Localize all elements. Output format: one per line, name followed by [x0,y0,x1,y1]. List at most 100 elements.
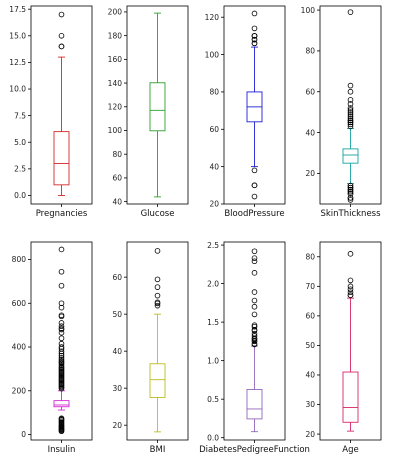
outlier-skinthickness [347,101,354,107]
outlier-bmi [154,292,161,299]
outlier-diabetespedigreefunction [251,270,258,276]
y-tick-label-pregnancies: 7.5 [14,111,26,120]
outlier-diabetespedigreefunction [251,255,258,261]
outlier-age [347,286,354,293]
y-tick-label-age: 20 [305,430,315,439]
y-tick-label-glucose: 40 [112,197,122,206]
panel-age: 20 30 40 50 60 70 80 Age [305,241,382,455]
x-label-pregnancies: Pregnancies [36,209,88,219]
outlier-skinthickness [347,113,354,120]
y-tick-label-bloodpressure: 40 [209,162,219,171]
outlier-skinthickness [347,88,354,95]
box-diabetespedigreefunction [246,389,263,420]
x-label-bloodpressure: BloodPressure [224,209,284,219]
x-label-age: Age [342,445,358,455]
outlier-bmi [154,276,161,283]
panel-insulin: 0 200 400 600 800 Insulin [12,241,93,455]
y-tick-label-glucose: 180 [108,31,123,40]
y-tick-label-insulin: 0 [21,430,26,439]
outlier-insulin [58,246,65,253]
outlier-age [347,251,354,257]
y-tick-label-pregnancies: 2.5 [14,165,26,174]
outlier-insulin [58,362,65,368]
panel-diabetespedigreefunction: 0.0 0.5 1.0 1.5 2.0 2.5 DiabetesPedigreeFuncti… [199,241,310,455]
outlier-diabetespedigreefunction [251,311,258,318]
y-tick-label-pregnancies: 5.0 [14,138,26,147]
y-tick-label-pregnancies: 12.5 [9,58,26,67]
outlier-bloodpressure [251,36,258,43]
y-tick-label-skinthickness: 100 [301,6,316,15]
outlier-diabetespedigreefunction [251,323,258,330]
outlier-skinthickness [347,121,354,128]
y-tick-label-glucose: 160 [108,55,123,64]
outlier-skinthickness [347,190,354,197]
y-tick-label-bloodpressure: 60 [209,125,219,134]
outlier-insulin [58,348,65,355]
y-tick-label-glucose: 200 [108,8,123,17]
outlier-pregnancies [58,11,65,18]
outlier-skinthickness [347,105,354,111]
outlier-skinthickness [347,197,354,203]
outlier-pregnancies [58,33,65,39]
outlier-insulin [58,312,65,319]
outlier-bloodpressure [251,167,258,174]
panel-bmi: 20 30 40 50 60 BMI [112,241,189,455]
y-tick-label-pregnancies: 10.0 [9,85,26,94]
outlier-skinthickness [347,123,354,130]
outlier-diabetespedigreefunction [251,322,258,329]
outlier-insulin [58,325,65,332]
outlier-skinthickness [347,82,354,89]
y-tick-label-pregnancies: 15.0 [9,32,26,41]
y-tick-label-age: 40 [305,371,315,380]
box-age [342,371,359,423]
outlier-insulin [58,335,65,342]
outlier-skinthickness [347,119,354,126]
y-tick-label-insulin: 200 [12,386,27,395]
y-tick-label-pregnancies: 0.0 [14,191,26,200]
panel-glucose: 40 60 80 100 120 140 160 180 200 Glucose [108,5,189,219]
y-tick-label-pregnancies: 17.5 [9,5,26,14]
outlier-skinthickness [347,117,354,124]
x-label-bmi: BMI [150,445,166,455]
y-tick-label-glucose: 60 [112,174,122,183]
outlier-bloodpressure [251,10,258,17]
outlier-insulin [58,304,65,311]
panel-pregnancies: 0.0 2.5 5.0 7.5 10.0 12.5 15.0 17.5 Pregnancies [9,5,93,219]
y-tick-label-glucose: 140 [108,79,123,88]
y-tick-label-skinthickness: 60 [305,87,315,96]
outlier-age [347,292,354,298]
y-tick-label-diabetespedigreefunction: 1.5 [207,318,219,327]
outlier-skinthickness [347,115,354,122]
y-tick-label-insulin: 600 [12,299,27,308]
outlier-bloodpressure [251,40,258,47]
outlier-diabetespedigreefunction [251,289,258,295]
outlier-age [347,283,354,290]
outlier-age [347,277,354,284]
y-tick-label-skinthickness: 80 [305,47,315,56]
y-tick-label-bloodpressure: 80 [209,88,219,97]
y-tick-label-age: 60 [305,312,315,321]
panel-bloodpressure: 20 40 60 80 100 120 BloodPressure [205,5,286,219]
outlier-insulin [58,329,65,336]
y-tick-label-age: 30 [305,400,315,409]
outlier-insulin [58,282,65,289]
x-label-diabetespedigreefunction: DiabetesPedigreeFunction [199,445,310,455]
outlier-diabetespedigreefunction [251,248,258,255]
outlier-insulin [58,344,65,350]
y-tick-label-glucose: 100 [108,126,123,135]
outlier-skinthickness [347,109,354,115]
y-tick-label-bmi: 30 [112,384,122,393]
box-insulin [53,400,70,408]
outlier-pregnancies [58,43,65,50]
outlier-insulin [58,363,65,370]
outlier-skinthickness [347,97,354,103]
y-tick-label-bmi: 40 [112,347,122,356]
outlier-skinthickness [347,188,354,195]
outlier-diabetespedigreefunction [251,330,258,337]
outlier-diabetespedigreefunction [251,303,258,310]
y-tick-label-skinthickness: 40 [305,128,315,137]
outlier-bmi [154,284,161,290]
outlier-skinthickness [347,9,354,15]
y-tick-label-diabetespedigreefunction: 0.5 [207,395,219,404]
